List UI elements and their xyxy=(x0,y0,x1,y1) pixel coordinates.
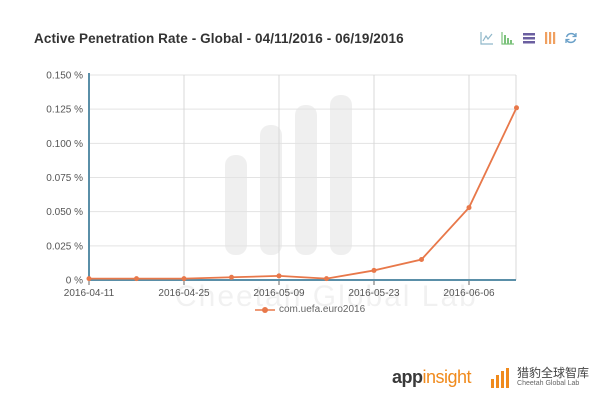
data-point[interactable] xyxy=(419,257,424,262)
chart-title: Active Penetration Rate - Global - 04/11… xyxy=(34,31,404,46)
legend-line-marker-icon xyxy=(255,306,275,313)
x-tick-label: 2016-04-11 xyxy=(64,288,115,299)
data-point[interactable] xyxy=(276,273,282,279)
y-tick-label: 0.025 % xyxy=(46,241,83,252)
y-tick-label: 0.050 % xyxy=(46,207,83,218)
stack-icon[interactable] xyxy=(522,31,536,45)
y-tick-label: 0.150 % xyxy=(46,71,83,82)
y-tick-label: 0 % xyxy=(66,276,83,287)
data-point[interactable] xyxy=(86,276,92,282)
branding: appinsight 猎豹全球智库 Cheetah Global Lab xyxy=(392,367,589,388)
data-point[interactable] xyxy=(371,267,377,273)
appinsight-logo: appinsight xyxy=(392,367,472,387)
data-point[interactable] xyxy=(134,276,139,282)
bar-chart-icon[interactable] xyxy=(501,31,515,45)
x-tick-label: 2016-05-23 xyxy=(348,288,400,299)
cheetah-bars-icon xyxy=(491,367,510,388)
data-point[interactable] xyxy=(514,105,519,111)
line-chart-icon[interactable] xyxy=(480,31,494,45)
cheetah-global-lab-logo: 猎豹全球智库 Cheetah Global Lab xyxy=(491,367,589,388)
data-point[interactable] xyxy=(229,274,234,280)
y-tick-label: 0.125 % xyxy=(46,105,83,116)
tiled-icon[interactable] xyxy=(543,31,557,45)
chart-toolbar xyxy=(480,31,578,45)
y-tick-label: 0.100 % xyxy=(46,139,83,150)
data-point[interactable] xyxy=(466,205,472,211)
y-tick-label: 0.075 % xyxy=(46,173,83,184)
line-chart: 0 % 0.025 % 0.050 % 0.075 % 0.100 % 0.125 % 0.… xyxy=(46,71,519,299)
x-tick-label: 2016-06-06 xyxy=(443,288,495,299)
chart-legend[interactable]: com.uefa.euro2016 xyxy=(255,304,365,315)
refresh-icon[interactable] xyxy=(564,31,578,45)
legend-label: com.uefa.euro2016 xyxy=(279,304,366,315)
x-tick-label: 2016-05-09 xyxy=(253,288,305,299)
series-line xyxy=(89,107,518,280)
data-point[interactable] xyxy=(324,276,329,282)
x-tick-label: 2016-04-25 xyxy=(158,288,210,299)
data-point[interactable] xyxy=(181,276,187,282)
